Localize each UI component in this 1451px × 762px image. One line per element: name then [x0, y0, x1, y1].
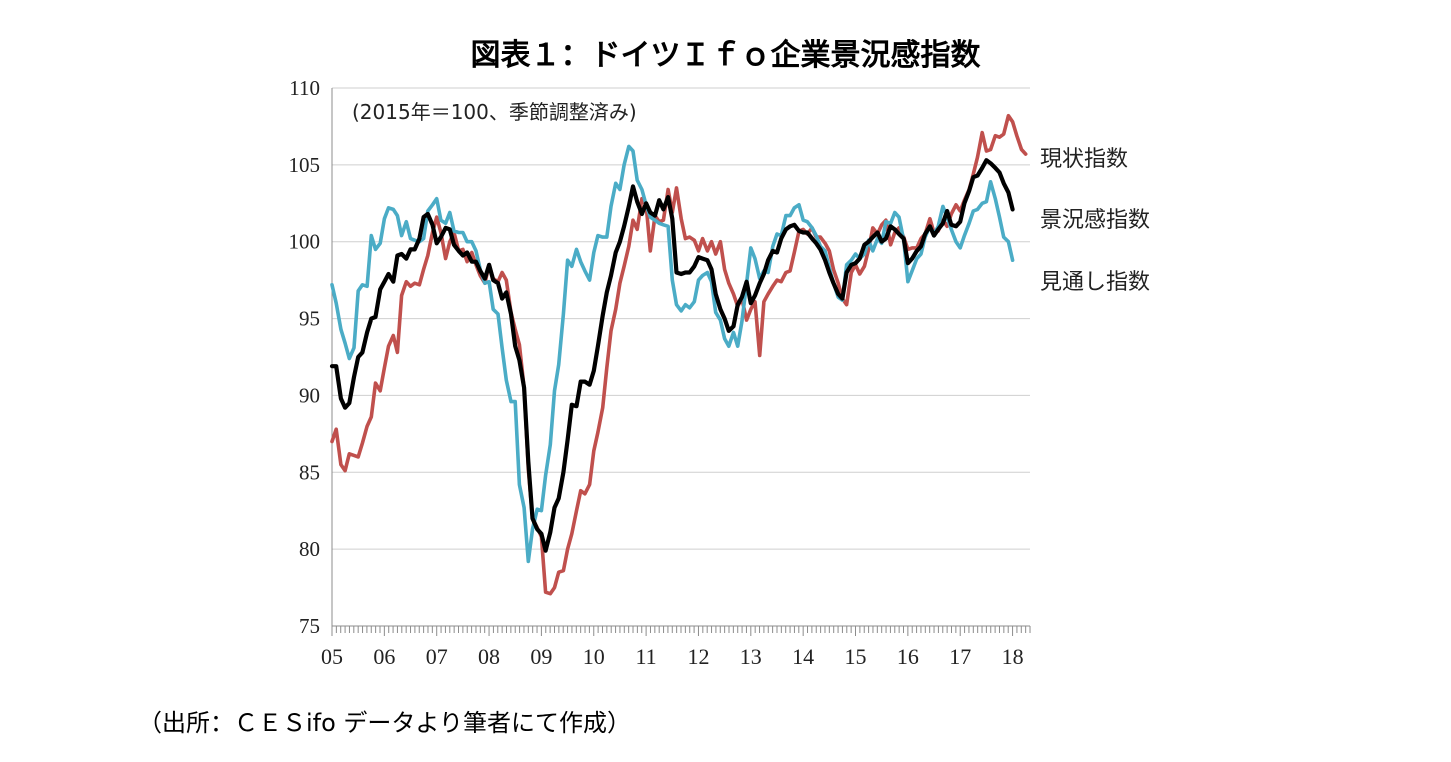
- x-tick-label: 07: [426, 644, 448, 669]
- y-tick-label: 110: [289, 76, 320, 100]
- x-tick-label: 06: [373, 644, 395, 669]
- x-tick-label: 16: [897, 644, 919, 669]
- y-tick-label: 85: [299, 460, 320, 484]
- x-tick-label: 10: [583, 644, 605, 669]
- grid-layer: [332, 87, 1030, 550]
- series-label-1: 現状指数: [1040, 147, 1128, 172]
- source-note: （出所：ＣＥＳifo データより筆者にて作成）: [138, 709, 631, 737]
- x-tick-label: 13: [740, 644, 762, 669]
- x-tick-label: 09: [530, 644, 552, 669]
- series-line-2: [329, 158, 1015, 553]
- line-chart: 75 80 85 90 95 100 105 110 05 06 07 08 09 10 11 12 13 14 1…: [289, 76, 1151, 669]
- series-line-1: [330, 113, 1028, 596]
- y-tick-label: 80: [299, 537, 320, 561]
- y-tick-label: 95: [299, 307, 320, 331]
- series-label-2: 景況感指数: [1040, 208, 1150, 233]
- y-tick-label: 90: [299, 383, 320, 407]
- x-tick-label: 14: [792, 644, 814, 669]
- x-tick-label: 11: [636, 644, 657, 669]
- series-label-3: 見通し指数: [1040, 270, 1150, 295]
- axis-layer: 75 80 85 90 95 100 105 110 05 06 07 08 09 10 11 12 13 14 1…: [289, 76, 1031, 669]
- x-tick-label: 18: [1002, 644, 1024, 669]
- chart-title: 図表１：ドイツＩｆｏ企業景況感指数: [470, 38, 981, 73]
- x-tick-label: 12: [687, 644, 709, 669]
- x-tick-label: 05: [321, 644, 343, 669]
- series-line-3: [330, 144, 1015, 564]
- x-tick-label: 15: [845, 644, 867, 669]
- x-tick-label: 08: [478, 644, 500, 669]
- x-tick-label: 17: [949, 644, 971, 669]
- y-tick-label: 105: [289, 153, 321, 177]
- y-tick-label: 100: [289, 230, 321, 254]
- y-tick-label: 75: [299, 614, 320, 638]
- series-layer: [329, 113, 1028, 596]
- chart-note: (2015年＝100、季節調整済み): [352, 100, 637, 124]
